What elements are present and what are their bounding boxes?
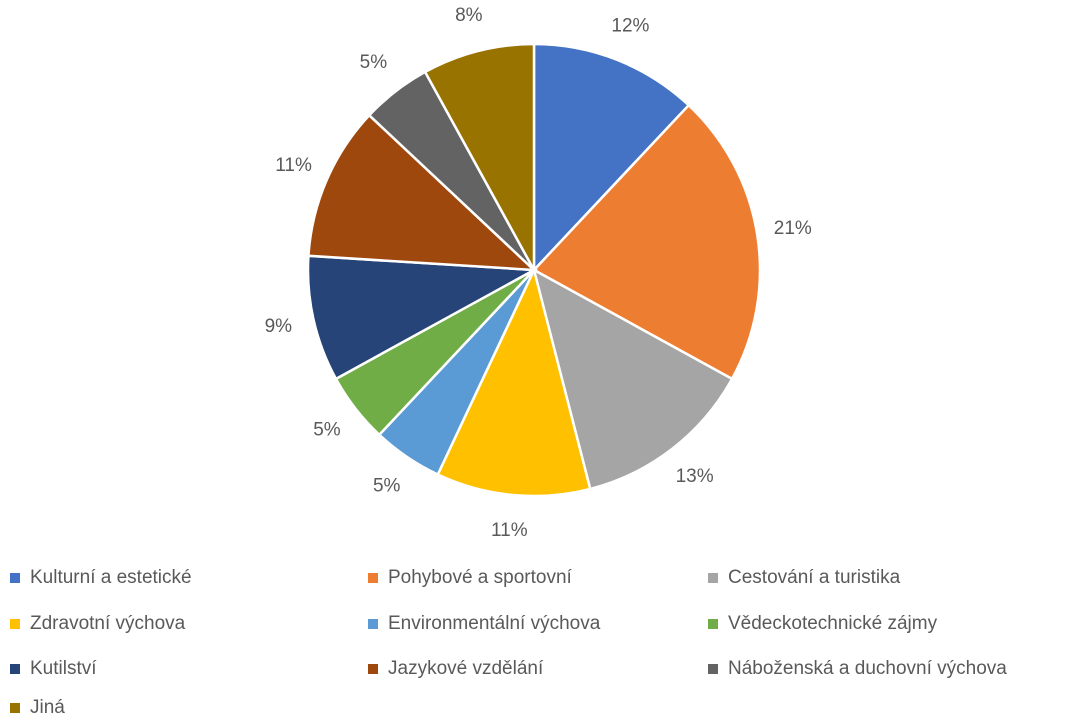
data-label: 8% xyxy=(455,5,483,26)
legend-label: Zdravotní výchova xyxy=(30,613,186,634)
pie-slice xyxy=(307,113,538,272)
legend-label: Vědeckotechnické zájmy xyxy=(728,613,938,634)
legend-marker xyxy=(368,664,378,674)
pie-slice xyxy=(532,267,734,491)
legend-label: Environmentální výchova xyxy=(388,613,601,634)
pie-slice xyxy=(423,42,536,271)
legend-marker xyxy=(368,619,378,629)
data-label: 5% xyxy=(360,52,388,73)
legend-label: Kulturní a estetické xyxy=(30,567,192,588)
data-label: 21% xyxy=(774,218,812,239)
legend-marker xyxy=(10,619,20,629)
data-label: 12% xyxy=(611,15,649,36)
data-label: 5% xyxy=(313,420,341,441)
legend-label: Pohybové a sportovní xyxy=(388,567,573,588)
data-label: 11% xyxy=(491,520,528,541)
data-label: 11% xyxy=(275,155,312,176)
legend-marker xyxy=(708,573,718,583)
pie-slice xyxy=(306,254,539,381)
pie-slice xyxy=(532,42,691,274)
data-label: 5% xyxy=(373,476,401,497)
legend-marker xyxy=(10,573,20,583)
legend-marker xyxy=(708,664,718,674)
legend-marker xyxy=(10,703,20,713)
legend-marker xyxy=(708,619,718,629)
legend-label: Cestování a turistika xyxy=(728,567,901,588)
pie-slice xyxy=(531,103,762,381)
legend-label: Jazykové vzdělání xyxy=(388,658,544,679)
legend-label: Jiná xyxy=(30,697,65,718)
pie-slice xyxy=(436,266,592,498)
data-label: 9% xyxy=(265,316,293,337)
legend-marker xyxy=(10,664,20,674)
legend-label: Náboženská a duchovní výchova xyxy=(728,658,1007,679)
data-label: 13% xyxy=(676,466,714,487)
legend-marker xyxy=(368,573,378,583)
legend-label: Kutilství xyxy=(30,658,97,679)
